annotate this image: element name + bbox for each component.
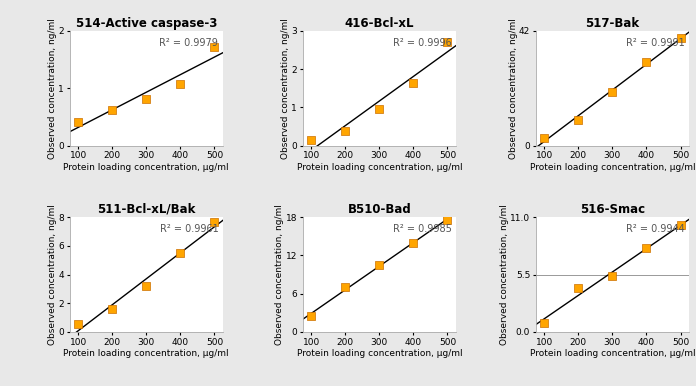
Point xyxy=(106,306,118,312)
Point xyxy=(374,262,385,268)
Point xyxy=(340,128,351,134)
Point xyxy=(675,35,686,41)
Y-axis label: Observed concentration, ng/ml: Observed concentration, ng/ml xyxy=(48,204,57,345)
Text: R² = 0.9944: R² = 0.9944 xyxy=(626,224,684,234)
Point xyxy=(442,39,453,45)
X-axis label: Protein loading concentration, μg/ml: Protein loading concentration, μg/ml xyxy=(530,163,695,172)
Point xyxy=(209,219,220,225)
Title: 517-Bak: 517-Bak xyxy=(585,17,640,30)
Point xyxy=(607,273,618,279)
Title: 511-Bcl-xL/Bak: 511-Bcl-xL/Bak xyxy=(97,203,196,216)
Point xyxy=(374,106,385,112)
Title: 514-Active caspase-3: 514-Active caspase-3 xyxy=(76,17,217,30)
Point xyxy=(306,313,317,319)
X-axis label: Protein loading concentration, μg/ml: Protein loading concentration, μg/ml xyxy=(63,349,229,358)
Point xyxy=(408,239,419,245)
Point xyxy=(72,321,84,327)
Y-axis label: Observed concentration, ng/ml: Observed concentration, ng/ml xyxy=(500,204,509,345)
Point xyxy=(442,217,453,223)
X-axis label: Protein loading concentration, μg/ml: Protein loading concentration, μg/ml xyxy=(296,163,462,172)
Y-axis label: Observed concentration, ng/ml: Observed concentration, ng/ml xyxy=(281,18,290,159)
Point xyxy=(175,81,186,87)
Y-axis label: Observed concentration, ng/ml: Observed concentration, ng/ml xyxy=(48,18,57,159)
Point xyxy=(306,137,317,144)
Point xyxy=(141,96,152,102)
Title: 416-Bcl-xL: 416-Bcl-xL xyxy=(345,17,414,30)
Point xyxy=(607,89,618,95)
Text: R² = 0.9979: R² = 0.9979 xyxy=(159,38,219,48)
Point xyxy=(175,250,186,256)
Y-axis label: Observed concentration, ng/ml: Observed concentration, ng/ml xyxy=(509,18,518,159)
Point xyxy=(72,119,84,125)
Point xyxy=(573,117,584,123)
Point xyxy=(209,44,220,50)
X-axis label: Protein loading concentration, μg/ml: Protein loading concentration, μg/ml xyxy=(63,163,229,172)
Text: R² = 0.9961: R² = 0.9961 xyxy=(159,224,219,234)
Text: R² = 0.9985: R² = 0.9985 xyxy=(393,224,452,234)
Text: R² = 0.9996: R² = 0.9996 xyxy=(393,38,452,48)
Point xyxy=(141,283,152,289)
Point xyxy=(641,59,652,66)
X-axis label: Protein loading concentration, μg/ml: Protein loading concentration, μg/ml xyxy=(296,349,462,358)
Title: 516-Smac: 516-Smac xyxy=(580,203,645,216)
X-axis label: Protein loading concentration, μg/ml: Protein loading concentration, μg/ml xyxy=(530,349,695,358)
Y-axis label: Observed concentration, ng/ml: Observed concentration, ng/ml xyxy=(275,204,284,345)
Point xyxy=(408,80,419,86)
Point xyxy=(641,245,652,251)
Point xyxy=(573,285,584,291)
Point xyxy=(675,222,686,229)
Point xyxy=(106,107,118,113)
Title: B510-Bad: B510-Bad xyxy=(347,203,411,216)
Point xyxy=(539,134,550,141)
Text: R² = 0.9991: R² = 0.9991 xyxy=(626,38,684,48)
Point xyxy=(340,284,351,290)
Point xyxy=(539,320,550,326)
